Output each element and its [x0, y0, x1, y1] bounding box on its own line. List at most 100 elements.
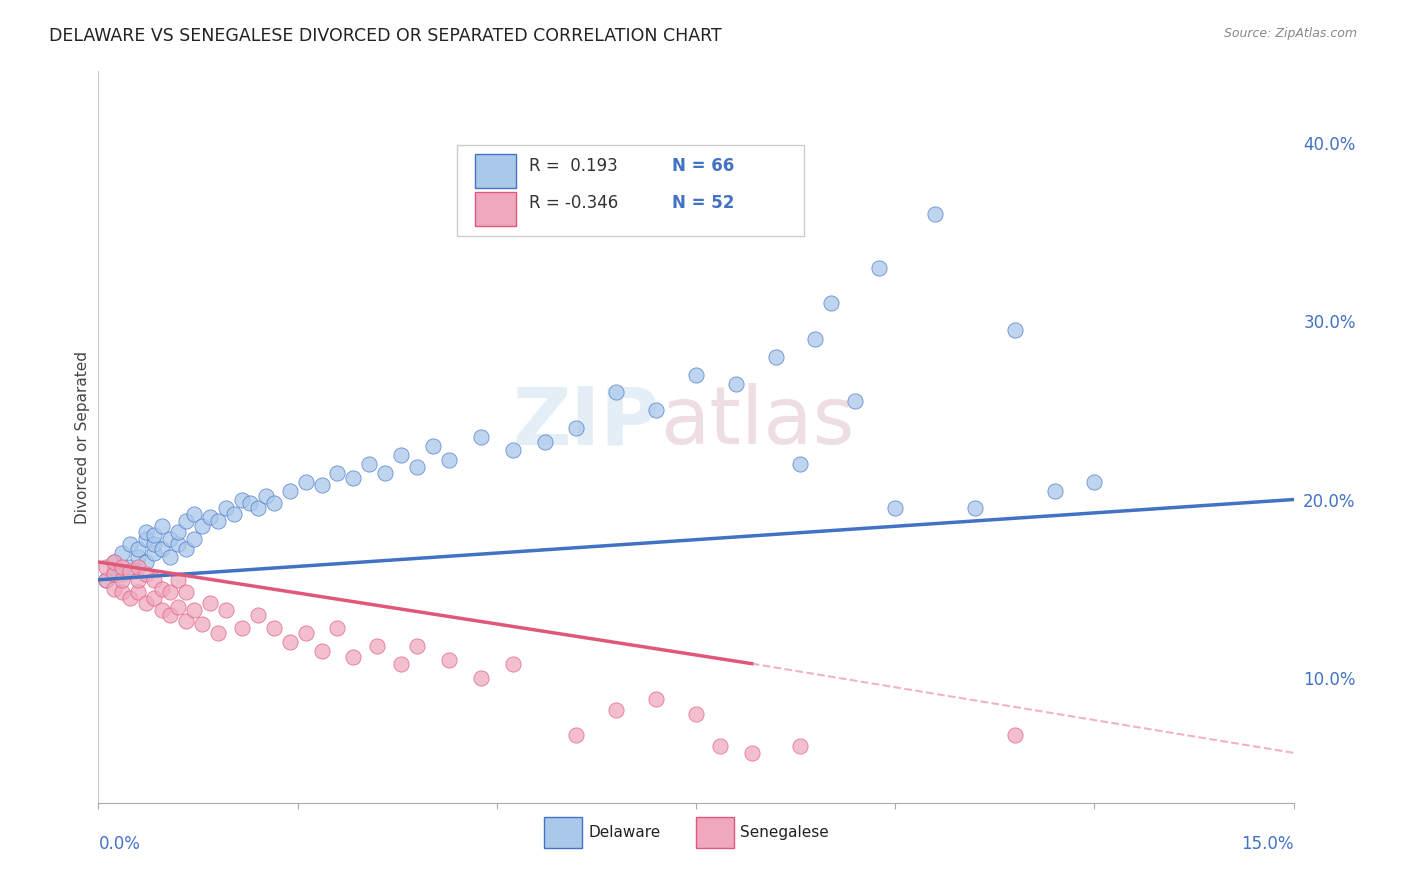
Point	[103, 555, 125, 569]
Point	[103, 582, 125, 596]
Point	[207, 514, 229, 528]
Point	[215, 603, 238, 617]
Point	[741, 746, 763, 760]
Point	[502, 442, 524, 457]
Point	[359, 457, 381, 471]
Point	[724, 376, 747, 391]
Point	[924, 207, 946, 221]
Text: 15.0%: 15.0%	[1241, 835, 1294, 853]
Point	[198, 510, 221, 524]
Point	[246, 501, 269, 516]
Point	[96, 573, 118, 587]
Point	[120, 564, 142, 578]
Text: DELAWARE VS SENEGALESE DIVORCED OR SEPARATED CORRELATION CHART: DELAWARE VS SENEGALESE DIVORCED OR SEPAR…	[49, 27, 721, 45]
Point	[406, 639, 429, 653]
Point	[789, 739, 811, 753]
Text: Senegalese: Senegalese	[740, 825, 830, 840]
Point	[111, 567, 134, 582]
Point	[263, 496, 285, 510]
Point	[103, 555, 125, 569]
Point	[127, 560, 149, 574]
Point	[342, 649, 364, 664]
Point	[422, 439, 444, 453]
Point	[150, 519, 173, 533]
Point	[159, 549, 181, 564]
Point	[143, 546, 166, 560]
Point	[820, 296, 842, 310]
Point	[278, 483, 301, 498]
Point	[470, 430, 492, 444]
Point	[884, 501, 907, 516]
Point	[127, 542, 149, 557]
Point	[1004, 728, 1026, 742]
Point	[198, 596, 221, 610]
Point	[183, 532, 205, 546]
Point	[159, 585, 181, 599]
Point	[326, 466, 349, 480]
Point	[111, 560, 134, 574]
Point	[167, 573, 190, 587]
Point	[207, 626, 229, 640]
Point	[389, 657, 412, 671]
Point	[143, 573, 166, 587]
Point	[150, 582, 173, 596]
Text: R =  0.193: R = 0.193	[529, 158, 617, 176]
Point	[1004, 323, 1026, 337]
Point	[143, 591, 166, 605]
Point	[135, 524, 157, 539]
Point	[127, 573, 149, 587]
Point	[103, 564, 125, 578]
Text: Delaware: Delaware	[589, 825, 661, 840]
FancyBboxPatch shape	[475, 154, 516, 187]
Text: atlas: atlas	[661, 384, 855, 461]
Point	[311, 478, 333, 492]
Point	[239, 496, 262, 510]
Point	[278, 635, 301, 649]
Point	[533, 435, 555, 450]
FancyBboxPatch shape	[457, 145, 804, 235]
Point	[96, 573, 118, 587]
Text: N = 52: N = 52	[672, 194, 734, 212]
FancyBboxPatch shape	[475, 192, 516, 226]
Point	[246, 608, 269, 623]
Point	[645, 403, 668, 417]
Point	[789, 457, 811, 471]
Point	[709, 739, 731, 753]
Point	[311, 644, 333, 658]
Point	[294, 475, 316, 489]
Point	[167, 524, 190, 539]
Point	[135, 567, 157, 582]
Point	[103, 567, 125, 582]
Point	[111, 546, 134, 560]
Point	[565, 421, 588, 435]
Point	[96, 560, 118, 574]
Point	[605, 385, 627, 400]
Point	[174, 614, 197, 628]
Point	[1043, 483, 1066, 498]
Point	[263, 621, 285, 635]
Point	[366, 639, 388, 653]
Point	[111, 573, 134, 587]
Point	[685, 706, 707, 721]
Point	[135, 555, 157, 569]
Point	[215, 501, 238, 516]
Point	[183, 603, 205, 617]
Point	[111, 585, 134, 599]
Point	[605, 703, 627, 717]
Point	[167, 537, 190, 551]
Text: ZIP: ZIP	[513, 384, 661, 461]
Point	[183, 507, 205, 521]
Text: R = -0.346: R = -0.346	[529, 194, 617, 212]
Point	[167, 599, 190, 614]
Point	[502, 657, 524, 671]
Point	[143, 537, 166, 551]
Text: 0.0%: 0.0%	[98, 835, 141, 853]
Y-axis label: Divorced or Separated: Divorced or Separated	[75, 351, 90, 524]
Point	[127, 549, 149, 564]
Point	[804, 332, 827, 346]
Text: N = 66: N = 66	[672, 158, 734, 176]
Point	[191, 617, 214, 632]
Point	[143, 528, 166, 542]
Text: Source: ZipAtlas.com: Source: ZipAtlas.com	[1223, 27, 1357, 40]
Point	[963, 501, 986, 516]
